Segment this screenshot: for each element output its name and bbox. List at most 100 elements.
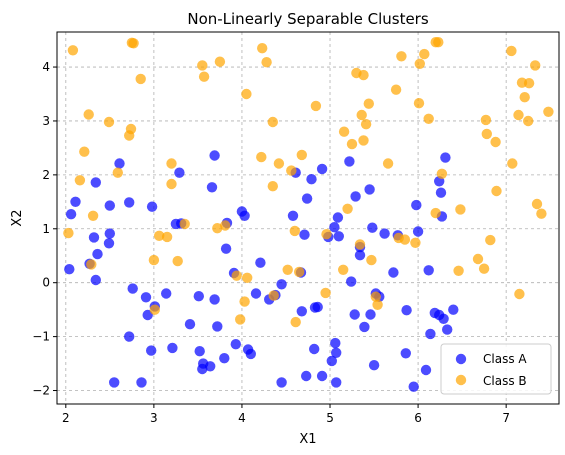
data-point-class-b (490, 136, 501, 148)
data-point-class-b (239, 296, 250, 307)
y-tick-label: 0 (42, 276, 50, 290)
data-point-class-a (309, 343, 320, 355)
data-point-class-a (206, 182, 218, 193)
data-point-class-a (90, 177, 102, 188)
legend-label-class-b: Class B (483, 374, 527, 388)
data-point-class-a (255, 257, 266, 268)
data-point-class-a (401, 305, 412, 316)
legend-marker-class-a (455, 353, 467, 365)
data-point-class-a (146, 345, 157, 356)
data-point-class-a (412, 226, 424, 237)
data-point-class-a (239, 210, 250, 221)
data-point-class-a (312, 301, 323, 313)
data-point-class-b (231, 270, 242, 281)
data-point-class-a (326, 355, 337, 367)
data-point-class-b (491, 185, 502, 197)
data-point-class-b (366, 254, 377, 266)
data-point-class-a (301, 193, 313, 204)
data-point-class-b (523, 115, 534, 127)
data-point-class-a (316, 163, 328, 175)
y-tick-label: 4 (42, 60, 50, 74)
y-tick-label: 3 (42, 114, 50, 128)
data-point-class-b (414, 58, 425, 69)
x-tick-label: 3 (150, 411, 158, 425)
data-point-class-b (423, 113, 434, 125)
data-point-class-b (267, 116, 278, 128)
data-point-class-b (67, 45, 79, 56)
data-point-class-b (506, 45, 517, 57)
data-point-class-a (379, 228, 390, 239)
data-point-class-b (198, 71, 210, 82)
data-point-class-b (358, 135, 369, 146)
data-point-class-b (294, 266, 305, 278)
data-point-class-a (209, 150, 220, 161)
data-point-class-a (350, 191, 361, 202)
data-point-class-a (103, 238, 115, 249)
data-point-class-b (154, 230, 165, 241)
data-point-class-a (209, 294, 220, 305)
data-point-class-b (455, 204, 466, 215)
data-point-class-a (331, 347, 342, 358)
data-point-class-b (523, 78, 535, 89)
data-point-class-a (64, 264, 75, 275)
data-point-class-b (531, 198, 543, 210)
y-axis-label: X2 (10, 209, 25, 226)
data-point-class-b (86, 259, 97, 270)
data-point-class-a (438, 313, 449, 324)
data-point-class-a (146, 201, 158, 212)
x-tick-label: 7 (502, 411, 510, 425)
data-point-class-a (332, 212, 344, 223)
data-point-class-a (442, 324, 453, 335)
data-point-class-b (135, 73, 146, 85)
data-point-class-a (205, 361, 216, 372)
data-point-class-b (399, 234, 411, 245)
data-point-class-b (485, 234, 496, 246)
data-point-class-b (413, 98, 425, 109)
data-point-class-b (530, 60, 541, 71)
y-tick-label: 1 (42, 222, 50, 236)
data-point-class-a (329, 222, 340, 233)
data-point-class-b (372, 299, 383, 310)
data-point-class-b (338, 264, 349, 275)
data-point-class-b (320, 287, 331, 299)
data-point-class-b (241, 88, 252, 100)
data-point-class-a (423, 265, 434, 276)
data-point-class-b (430, 207, 441, 219)
data-point-class-a (184, 319, 196, 330)
data-point-class-a (354, 250, 366, 261)
legend-label-class-a: Class A (483, 352, 527, 366)
data-point-class-a (435, 187, 447, 198)
data-point-class-b (197, 60, 208, 71)
data-point-class-b (310, 100, 322, 112)
data-point-class-b (125, 123, 137, 135)
plot-frame (56, 31, 560, 405)
data-point-class-a (140, 292, 152, 303)
data-point-class-b (338, 126, 350, 137)
data-point-class-a (344, 156, 355, 167)
data-point-class-b (261, 57, 272, 68)
data-point-class-b (128, 38, 139, 49)
data-point-class-b (166, 178, 177, 190)
data-point-class-a (420, 364, 432, 376)
data-point-class-a (306, 174, 317, 185)
data-point-class-a (114, 158, 125, 169)
data-point-class-b (242, 272, 253, 283)
x-tick-label: 4 (238, 411, 246, 425)
x-tick-label: 2 (62, 411, 70, 425)
data-point-class-a (367, 222, 378, 233)
axes: 2 3 4 5 6 7 −2 −1 0 1 2 3 4 (32, 31, 560, 425)
data-point-class-b (87, 210, 99, 221)
data-point-class-b (358, 69, 369, 81)
data-point-class-b (148, 254, 160, 266)
chart-title: Non-Linearly Separable Clusters (187, 10, 428, 28)
data-point-class-a (142, 309, 153, 321)
data-point-class-a (219, 353, 230, 364)
data-point-class-a (109, 377, 120, 388)
data-point-class-b (74, 175, 86, 186)
data-point-class-b (410, 237, 421, 248)
data-point-class-b (360, 119, 372, 130)
data-point-class-a (388, 267, 399, 278)
y-tick-label: −2 (32, 384, 50, 398)
y-tick-label: −1 (32, 330, 50, 344)
